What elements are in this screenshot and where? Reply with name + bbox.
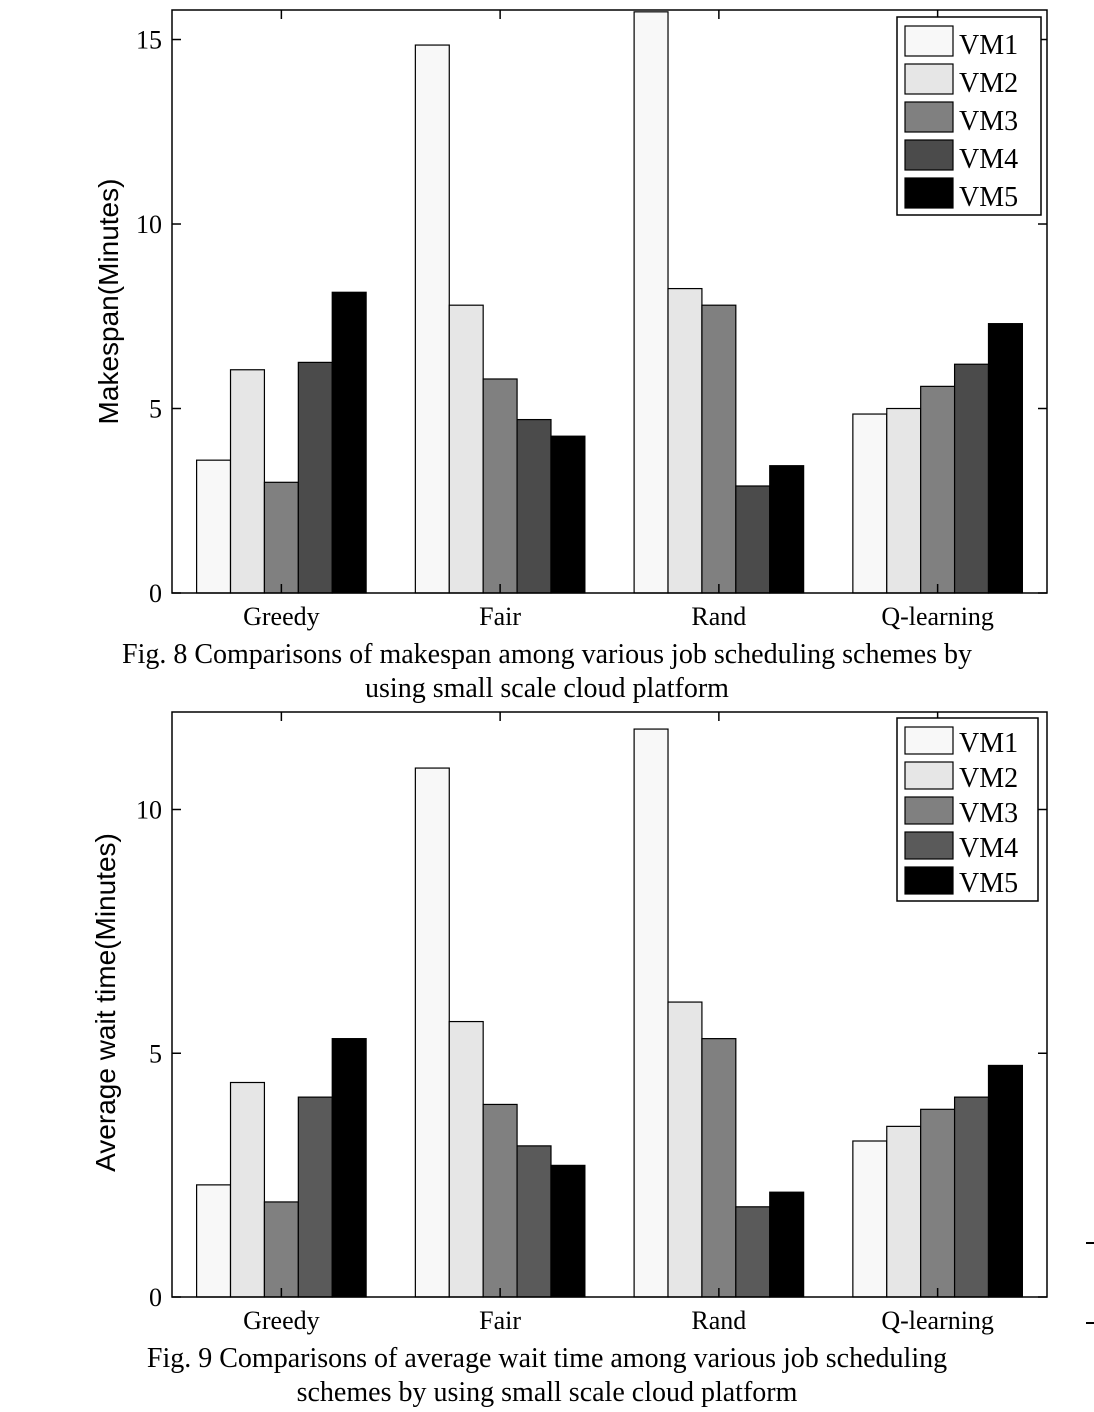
bar-fair-vm3 bbox=[482, 378, 518, 594]
legend-swatch-vm1 bbox=[904, 25, 954, 57]
bar-fair-vm1 bbox=[414, 44, 450, 594]
legend-label-vm4: VM4 bbox=[959, 833, 1018, 864]
legend-label-vm1: VM1 bbox=[959, 728, 1018, 759]
bar-greedy-vm5 bbox=[331, 1038, 367, 1298]
bar-fair-vm5 bbox=[550, 1164, 586, 1298]
legend-label-vm1: VM1 bbox=[959, 30, 1018, 61]
edge-mark-lower bbox=[1086, 1322, 1094, 1324]
y-tick-label: 10 bbox=[136, 210, 162, 239]
x-tick-label-greedy: Greedy bbox=[243, 602, 320, 631]
figure-8-caption-line-2: using small scale cloud platform bbox=[365, 673, 729, 704]
bar-greedy-vm1 bbox=[196, 459, 232, 594]
x-tick-label-q-learning: Q-learning bbox=[881, 1306, 994, 1335]
legend-swatch-vm4 bbox=[904, 831, 954, 860]
legend-label-vm5: VM5 bbox=[959, 868, 1018, 899]
legend-label-vm5: VM5 bbox=[959, 182, 1018, 213]
bar-q-learning-vm4 bbox=[953, 363, 990, 594]
figure-9-caption-line-1: Fig. 9 Comparisons of average wait time … bbox=[146, 1343, 948, 1374]
y-tick-label: 10 bbox=[136, 796, 162, 825]
bar-greedy-vm2 bbox=[229, 369, 266, 594]
bar-fair-vm4 bbox=[516, 1145, 552, 1298]
x-tick-label-fair: Fair bbox=[479, 1306, 521, 1335]
bar-greedy-vm3 bbox=[263, 1201, 299, 1298]
figure-9-caption-line-2: schemes by using small scale cloud platf… bbox=[296, 1377, 798, 1408]
x-tick-label-rand: Rand bbox=[691, 602, 746, 631]
bar-q-learning-vm2 bbox=[886, 1125, 922, 1298]
bar-rand-vm5 bbox=[769, 1191, 805, 1298]
bar-q-learning-vm1 bbox=[852, 1140, 888, 1298]
bar-q-learning-vm3 bbox=[920, 1108, 956, 1298]
x-tick-label-q-learning: Q-learning bbox=[881, 602, 994, 631]
bar-rand-vm4 bbox=[735, 485, 771, 594]
y-axis-label: Makespan(Minutes) bbox=[93, 179, 124, 425]
legend-swatch-vm2 bbox=[904, 761, 954, 790]
bar-fair-vm1 bbox=[414, 767, 450, 1298]
y-tick-label: 15 bbox=[136, 26, 162, 55]
bar-rand-vm1 bbox=[633, 728, 669, 1298]
legend-swatch-vm4 bbox=[904, 139, 954, 171]
plot-frame bbox=[171, 711, 1048, 1298]
legend-label-vm2: VM2 bbox=[959, 763, 1018, 794]
bar-greedy-vm2 bbox=[229, 1081, 266, 1298]
wait-time-chart: 0 5 10 Greedy Fair Rand Q-learning Average wait… bbox=[90, 711, 1048, 1335]
legend-swatch-vm5 bbox=[904, 866, 954, 895]
makespan-chart: 0 5 10 15 Greedy Fair Rand Q-learning Makespan(M… bbox=[93, 9, 1048, 631]
figure-9-caption: Fig. 9 Comparisons of average wait time … bbox=[0, 1342, 1094, 1410]
bar-greedy-vm4 bbox=[297, 1096, 333, 1298]
legend-swatch-vm2 bbox=[904, 63, 954, 95]
legend-label-vm4: VM4 bbox=[959, 144, 1018, 175]
bar-rand-vm2 bbox=[667, 287, 703, 594]
figure-8-caption: Fig. 8 Comparisons of makespan among var… bbox=[0, 638, 1094, 706]
bar-q-learning-vm2 bbox=[886, 407, 922, 594]
bar-rand-vm2 bbox=[667, 1001, 703, 1298]
bar-q-learning-vm3 bbox=[920, 385, 956, 594]
legend-swatch-vm3 bbox=[904, 796, 954, 825]
bar-q-learning-vm5 bbox=[987, 1064, 1023, 1298]
bar-q-learning-vm4 bbox=[953, 1096, 990, 1298]
legend-label-vm3: VM3 bbox=[959, 106, 1018, 137]
bar-q-learning-vm1 bbox=[852, 413, 888, 594]
edge-mark-upper bbox=[1086, 1242, 1094, 1244]
y-axis-label: Average wait time(Minutes) bbox=[90, 833, 121, 1172]
bar-fair-vm3 bbox=[482, 1103, 518, 1298]
y-tick-label: 5 bbox=[149, 1039, 162, 1068]
legend-swatch-vm3 bbox=[904, 101, 954, 133]
bar-fair-vm2 bbox=[448, 1020, 484, 1298]
bar-rand-vm3 bbox=[701, 1038, 737, 1298]
x-tick-label-greedy: Greedy bbox=[243, 1306, 320, 1335]
bar-rand-vm4 bbox=[735, 1206, 771, 1298]
y-tick-label: 0 bbox=[149, 1283, 162, 1312]
legend-label-vm2: VM2 bbox=[959, 68, 1018, 99]
y-tick-label: 0 bbox=[149, 579, 162, 608]
x-tick-label-fair: Fair bbox=[479, 602, 521, 631]
x-tick-label-rand: Rand bbox=[691, 1306, 746, 1335]
y-tick-label: 5 bbox=[149, 395, 162, 424]
figure-8-caption-line-1: Fig. 8 Comparisons of makespan among var… bbox=[122, 639, 972, 670]
bar-fair-vm5 bbox=[550, 435, 586, 594]
bar-greedy-vm1 bbox=[196, 1184, 232, 1298]
legend-swatch-vm1 bbox=[904, 726, 954, 755]
legend-label-vm3: VM3 bbox=[959, 798, 1018, 829]
bar-q-learning-vm5 bbox=[987, 323, 1023, 594]
legend-swatch-vm5 bbox=[904, 177, 954, 209]
plot-frame bbox=[171, 9, 1048, 594]
